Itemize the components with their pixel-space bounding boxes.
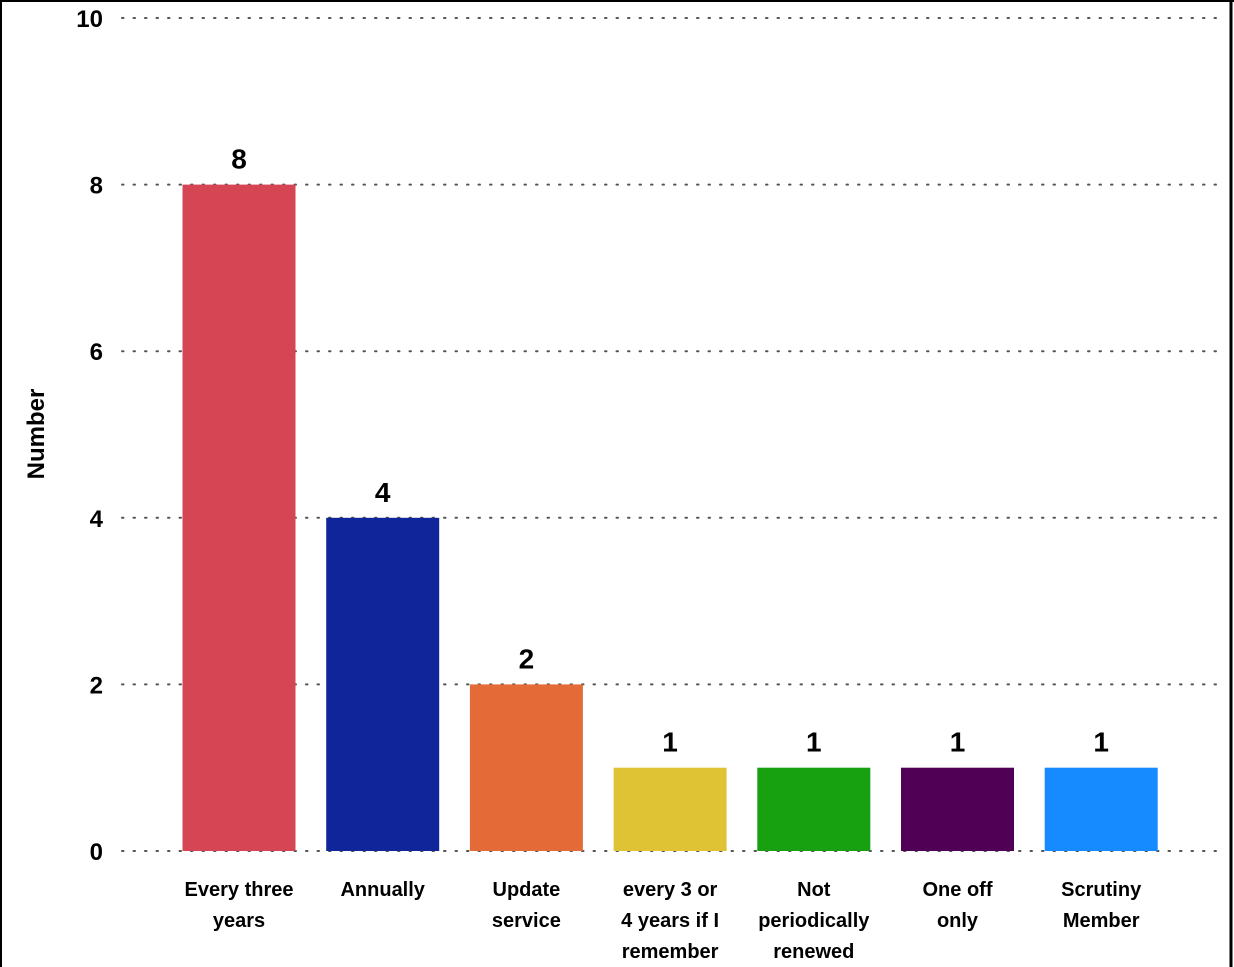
y-tick-labels: 0 2 4 6 8 10 [76, 6, 103, 866]
bar [613, 767, 727, 851]
x-category-label-line: remember [622, 941, 719, 963]
data-labels: 8 4 2 1 1 1 1 [231, 144, 1109, 758]
x-category-label-line: Annually [340, 879, 425, 901]
bar [182, 184, 296, 852]
x-category-label: Annually [340, 879, 425, 901]
x-category-label-line: Update [493, 879, 561, 901]
x-category-labels: Every three years Annually Update service eve… [185, 879, 1143, 963]
y-tick-label: 0 [90, 839, 103, 866]
x-category-label-line: Not [797, 879, 831, 901]
y-tick-label: 10 [76, 6, 103, 33]
x-category-label-line: only [937, 910, 979, 932]
x-category-label: Update service [492, 879, 561, 932]
x-category-label-line: Every three [185, 879, 294, 901]
x-category-label-line: 4 years if I [621, 910, 719, 932]
data-label: 1 [662, 727, 678, 758]
data-label: 2 [519, 643, 535, 674]
bar [1044, 767, 1158, 851]
x-category-label-line: Scrutiny [1061, 879, 1142, 901]
x-category-label: Scrutiny Member [1061, 879, 1142, 932]
x-category-label: One off only [923, 879, 993, 932]
data-label: 1 [950, 727, 966, 758]
x-category-label-line: renewed [773, 941, 854, 963]
x-category-label-line: every 3 or [623, 879, 718, 901]
data-label: 4 [375, 477, 391, 508]
y-tick-label: 4 [90, 506, 104, 533]
data-label: 1 [1093, 727, 1109, 758]
x-category-label-line: One off [923, 879, 993, 901]
x-category-label: Not periodically renewed [758, 879, 870, 963]
bar [757, 767, 871, 851]
x-category-label: every 3 or 4 years if I remember [621, 879, 719, 963]
gridlines [121, 17, 1223, 852]
data-label: 8 [231, 144, 247, 175]
bar [326, 517, 440, 851]
y-tick-label: 2 [90, 672, 103, 699]
bar [901, 767, 1014, 851]
x-category-label: Every three years [185, 879, 294, 932]
x-category-label-line: years [213, 910, 265, 932]
x-category-label-line: periodically [758, 910, 870, 932]
bar [469, 684, 583, 851]
y-tick-label: 8 [90, 173, 103, 200]
data-label: 1 [806, 727, 822, 758]
x-category-label-line: Member [1063, 910, 1140, 932]
y-axis-title: Number [23, 389, 50, 480]
y-tick-label: 6 [90, 339, 103, 366]
bars [182, 184, 1158, 852]
x-category-label-line: service [492, 910, 561, 932]
